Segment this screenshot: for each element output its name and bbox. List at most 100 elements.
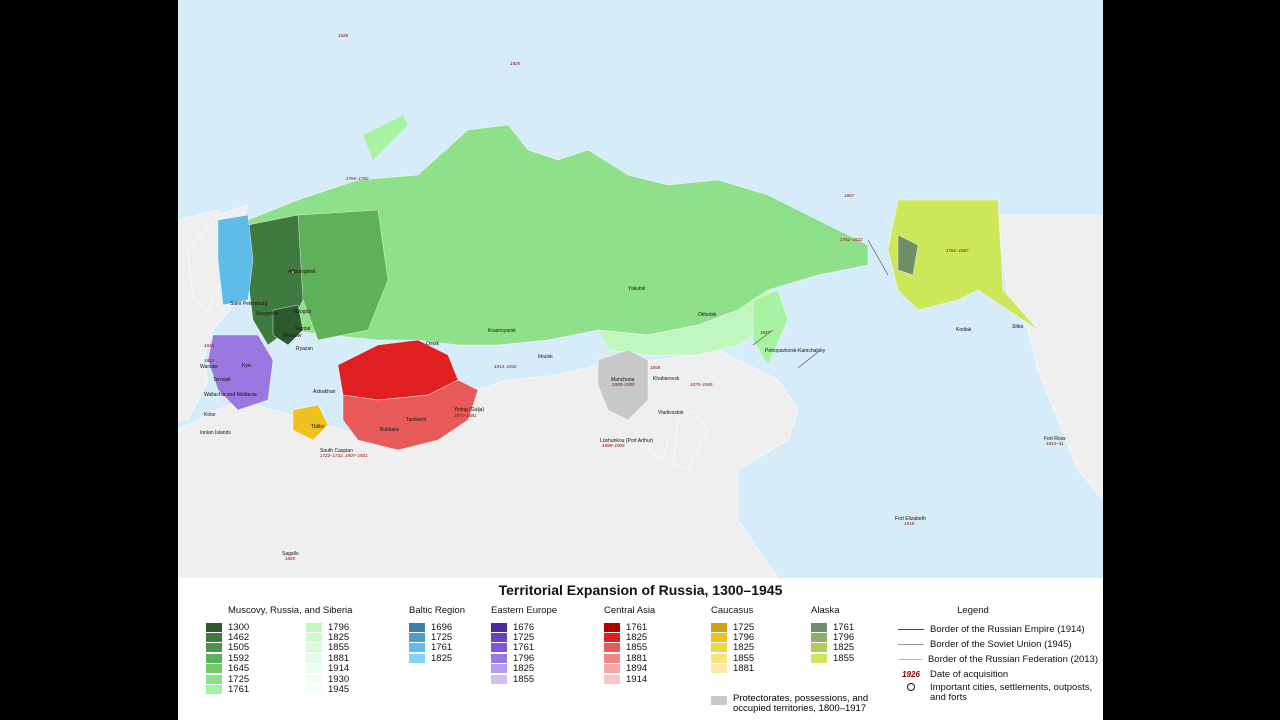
legend-entry: 1914 [604,674,655,685]
legend-entry: 1300 [206,622,306,633]
legend-federation-border: Border of the Russian Federation (2013) [898,652,1098,667]
year-label: 1696 [431,621,453,633]
city-okhotsk: Okhotsk [698,312,717,318]
date-label: 1867 [844,193,855,198]
date-label: 1871–1881 [454,413,477,418]
city-warsaw: Warsaw [200,364,218,370]
legend-soviet-border: Border of the Soviet Union (1945) [898,637,1098,652]
legend-entry: 1945 [306,684,386,695]
legend-entry: 1825 [811,642,854,653]
alaska-items: 1761 1796 1825 1855 [811,622,854,664]
city-vladivostok: Vladivostok [658,410,684,416]
city-kodiak: Kodiak [956,327,972,333]
legend-cities: Important cities, settlements, outposts,… [898,683,1098,703]
legend-label: Important cities, settlements, outposts,… [930,682,1093,703]
color-swatch [811,643,827,653]
legend-entry: 1462 [206,632,306,644]
date-label: 1723–1732, 1907–1921 [320,453,368,458]
legend-entry: 1505 [206,642,306,654]
date-symbol: 1926 [902,670,920,679]
legend-entry: 1855 [811,653,854,664]
region-alaska [887,199,1039,331]
color-swatch [604,674,620,684]
year-label: 1914 [328,663,350,675]
city-astrakhan: Astrakhan [313,389,336,395]
year-label: 1505 [228,642,250,654]
group-heading: Baltic Region [409,605,465,616]
group-alaska: Alaska 1761 1796 1825 1855 [811,605,854,664]
legend-entry: 1855 [711,653,754,664]
region-manchuria [597,349,649,421]
year-label: 1894 [626,663,648,675]
color-swatch [811,653,827,663]
color-swatch [206,622,222,632]
date-label: 1889 [285,556,296,561]
color-swatch [306,643,322,653]
color-swatch [306,664,322,674]
city-saint-petersburg: Saint Petersburg [230,301,267,307]
city-tashkent: Tashkent [406,417,427,423]
color-swatch [306,633,322,643]
color-swatch [409,653,425,663]
color-swatch [409,622,425,632]
date-label: 1761–1822 [840,237,863,242]
empire-border-line [898,629,924,630]
city-tbilisi: Tbilisi [311,424,324,430]
year-label: 1930 [328,673,350,685]
year-label: 1796 [328,621,350,633]
color-swatch [409,633,425,643]
year-label: 1592 [228,652,250,664]
city-manchuria: Manchuria [611,377,635,383]
city-south-caspian: South Caspian [320,448,353,454]
central-asia-items: 1761 1825 1855 1881 1894 1914 [604,621,655,685]
color-swatch [206,685,222,695]
legend-entry: 1761 [206,684,306,695]
city-fort-ross: Fort Ross [1044,436,1066,442]
color-swatch [711,622,727,632]
year-label: 1725 [228,673,250,685]
color-swatch [206,674,222,684]
city-khabarovsk: Khabarovsk [653,376,680,382]
group-heading: Alaska [811,605,840,616]
city-wallachia: Wallachia and Moldavia [204,392,257,398]
protectorates-swatch [711,696,727,705]
legend-entry: 1881 [604,653,655,664]
city-suzdal: Suzdal [295,326,310,332]
date-label: 1697 [760,330,771,335]
group-heading: Eastern Europe [491,605,558,616]
year-label: 1761 [626,621,648,633]
year-label: 1725 [431,632,453,644]
city-fort-elizabeth: Fort Elizabeth [895,516,926,522]
date-label: 1815 [204,343,215,348]
legend-entry: 1914 [306,663,386,675]
color-swatch [491,664,507,674]
year-label: 1462 [228,632,250,644]
city-marker-icon [898,683,924,694]
color-swatch [409,643,425,653]
color-swatch [811,633,827,643]
group-central-asia: Central Asia 1761 1825 1855 1881 1894 1914 [604,605,656,685]
city-bukhara: Bukhara [380,427,399,433]
legend-entry: 1855 [306,642,386,653]
city-yining: Yining (Gulja) [454,407,484,413]
group-heading: Central Asia [604,605,656,616]
date-label: 1925 [510,61,521,66]
color-swatch [604,664,620,674]
legend-entry: 1855 [604,642,655,653]
date-label: 1761–1867 [946,248,969,253]
year-label: 1825 [328,632,350,644]
region-caucasus [292,404,329,441]
year-label: 1855 [513,673,535,685]
land-korea-japan [647,409,709,471]
color-swatch [306,685,322,695]
legend-entry: 1930 [306,673,386,685]
city-arkhangelsk: Arkhangelsk [288,269,316,275]
legend-label: Date of acquisition [930,669,1009,680]
legend-date-of-acquisition: 1926 Date of acquisition [898,667,1098,682]
color-swatch [206,643,222,653]
region-siberia [247,124,869,346]
city-petropavlovsk: Petropavlovsk-Kamchatsky [765,348,826,354]
year-label: 1761 [833,621,855,633]
city-moscow: Moscow [283,333,302,339]
legend-entry: 1796 [711,632,754,643]
